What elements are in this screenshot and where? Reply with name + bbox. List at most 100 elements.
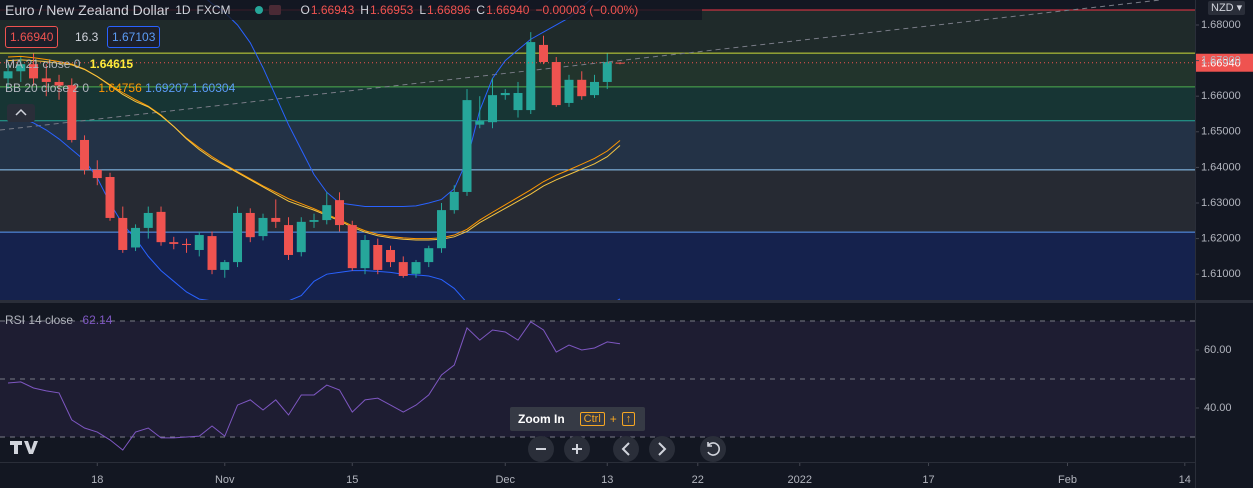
candle-body bbox=[143, 212, 153, 228]
level-zone bbox=[0, 53, 1195, 87]
scroll-right-button[interactable] bbox=[649, 436, 675, 462]
candle-body bbox=[309, 220, 319, 222]
level-zone bbox=[0, 169, 1195, 233]
ohlc-key: H bbox=[360, 3, 369, 17]
level-zone bbox=[0, 232, 1195, 300]
candle-body bbox=[437, 210, 447, 249]
x-tick-label: Dec bbox=[495, 474, 515, 486]
collapse-legend-button[interactable] bbox=[7, 104, 35, 122]
rsi-legend[interactable]: RSI 14 close 62.14 bbox=[5, 313, 112, 327]
scroll-left-button[interactable] bbox=[613, 436, 639, 462]
candle-body bbox=[347, 225, 357, 269]
candle-body bbox=[169, 242, 179, 244]
bb-label: BB 20 close 2 0 bbox=[5, 81, 90, 95]
candle-body bbox=[16, 64, 26, 72]
candle-body bbox=[335, 200, 345, 226]
currency-selector[interactable]: NZD ▾ bbox=[1208, 1, 1246, 15]
x-tick-label: 14 bbox=[1179, 474, 1191, 486]
candle-body bbox=[500, 92, 510, 96]
ohlc-value: 1.66953 bbox=[369, 3, 414, 17]
y-tick-label: 1.62000 bbox=[1201, 232, 1241, 244]
ohlc-value: 1.66896 bbox=[427, 3, 471, 17]
candle-body bbox=[488, 95, 498, 123]
candle-body bbox=[245, 212, 255, 238]
y-tick-label: 1.63000 bbox=[1201, 197, 1241, 209]
candle-body bbox=[449, 191, 459, 211]
ohlc-value: 1.66940 bbox=[486, 3, 530, 17]
candle-body bbox=[564, 79, 574, 103]
candle-body bbox=[92, 169, 102, 179]
candle-body bbox=[131, 227, 141, 248]
candle-body bbox=[475, 121, 485, 125]
key-plus: + bbox=[609, 412, 617, 426]
ma-legend[interactable]: MA 21 close 0 1.64615 bbox=[5, 57, 133, 71]
x-tick-label: 2022 bbox=[788, 474, 812, 486]
exchange: FXCM bbox=[196, 3, 231, 17]
ma-value: 1.64615 bbox=[89, 57, 134, 71]
x-tick-label: 22 bbox=[692, 474, 704, 486]
candle-body bbox=[3, 71, 13, 79]
candle-body bbox=[220, 262, 230, 270]
reset-button[interactable] bbox=[700, 436, 726, 462]
bb-upper-value: 1.69207 bbox=[145, 81, 189, 95]
candle-body bbox=[207, 236, 217, 270]
symbol-header: Euro / New Zealand Dollar 1D FXCM O 1.669… bbox=[0, 0, 702, 20]
candle-body bbox=[67, 85, 77, 140]
ohlc-key: O bbox=[300, 3, 310, 17]
tradingview-logo bbox=[10, 441, 38, 454]
sell-button[interactable]: 1.66940 bbox=[5, 26, 59, 48]
bb-band bbox=[206, 0, 592, 208]
candle-body bbox=[602, 62, 612, 82]
currency: NZD bbox=[1211, 2, 1234, 14]
candle-body bbox=[41, 78, 51, 82]
last-price-label: 1.66940 bbox=[1201, 58, 1241, 70]
candle-body bbox=[373, 244, 383, 270]
bb-basis bbox=[8, 55, 621, 240]
candle-body bbox=[182, 243, 192, 245]
candle-body bbox=[271, 217, 281, 222]
candle-body bbox=[398, 262, 408, 276]
bb-legend[interactable]: BB 20 close 2 0 1.64756 1.69207 1.60304 bbox=[5, 81, 235, 95]
zoom-in-button[interactable] bbox=[564, 436, 590, 462]
x-tick-label: 15 bbox=[346, 474, 358, 486]
rsi-line bbox=[7, 321, 621, 451]
candle-body bbox=[360, 240, 370, 269]
candle-body bbox=[258, 217, 268, 237]
bb-lower-value: 1.60304 bbox=[191, 81, 236, 95]
rsi-y-tick-label: 40.00 bbox=[1204, 402, 1232, 414]
price-change: −0.00003 (−0.00%) bbox=[535, 3, 639, 17]
candle-body bbox=[539, 44, 549, 63]
x-tick-label: 17 bbox=[922, 474, 934, 486]
candle-body bbox=[551, 62, 561, 106]
candle-body bbox=[80, 139, 90, 170]
candle-body bbox=[194, 235, 204, 250]
y-tick-label: 1.66000 bbox=[1201, 90, 1241, 102]
x-tick-label: 13 bbox=[601, 474, 613, 486]
y-tick-label: 1.64000 bbox=[1201, 161, 1241, 173]
y-tick-label: 1.67000 bbox=[1201, 54, 1241, 66]
zoom-out-button[interactable] bbox=[528, 436, 554, 462]
key: ↑ bbox=[621, 412, 636, 426]
y-tick-label: 1.68000 bbox=[1201, 19, 1241, 31]
ohlc-value: 1.66943 bbox=[310, 3, 355, 17]
candle-body bbox=[386, 249, 396, 263]
candle-body bbox=[54, 81, 64, 86]
buy-button[interactable]: 1.67103 bbox=[107, 26, 161, 48]
candle-body bbox=[296, 221, 306, 253]
rsi-label: RSI 14 close bbox=[5, 313, 74, 327]
axes: 1.66940 1.68000 1.67000 1.66000 1.65000 1.640… bbox=[91, 19, 1253, 486]
zoom-tooltip: Zoom In Ctrl + ↑ bbox=[510, 407, 645, 431]
candle-body bbox=[462, 100, 472, 192]
candle-body bbox=[590, 81, 600, 96]
candle-body bbox=[526, 42, 536, 111]
candle-body bbox=[424, 248, 434, 263]
interval[interactable]: 1D bbox=[175, 3, 191, 17]
flag-icon[interactable] bbox=[268, 5, 281, 15]
rsi-value: 62.14 bbox=[82, 313, 113, 327]
candle-body bbox=[322, 205, 332, 221]
candle-body bbox=[118, 217, 128, 250]
spread: 16.3 bbox=[75, 30, 99, 44]
symbol-name[interactable]: Euro / New Zealand Dollar bbox=[5, 2, 170, 18]
rsi-y-tick-label: 60.00 bbox=[1204, 344, 1232, 356]
